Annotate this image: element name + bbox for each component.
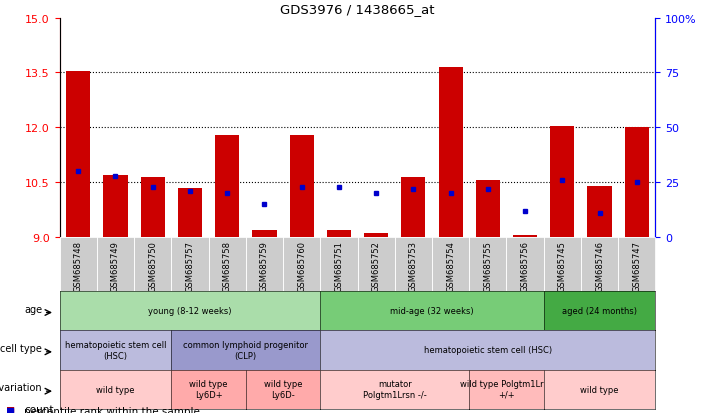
FancyBboxPatch shape [432, 237, 469, 291]
Bar [290, 135, 314, 237]
Bar [252, 230, 276, 237]
Text: young (8-12 weeks): young (8-12 weeks) [148, 306, 231, 315]
FancyBboxPatch shape [506, 237, 544, 291]
FancyBboxPatch shape [581, 237, 618, 291]
Text: age: age [24, 304, 42, 314]
FancyBboxPatch shape [283, 237, 320, 291]
Text: GSM685745: GSM685745 [558, 240, 567, 291]
FancyBboxPatch shape [60, 237, 97, 291]
FancyBboxPatch shape [618, 237, 655, 291]
Bar [178, 188, 202, 237]
Bar [141, 177, 165, 237]
Bar [66, 71, 90, 237]
FancyBboxPatch shape [209, 237, 246, 291]
Text: GSM685751: GSM685751 [334, 240, 343, 291]
Title: GDS3976 / 1438665_at: GDS3976 / 1438665_at [280, 3, 435, 16]
Text: GSM685759: GSM685759 [260, 240, 269, 291]
Bar [364, 234, 388, 237]
Text: cell type: cell type [0, 343, 42, 353]
Text: GSM685747: GSM685747 [632, 240, 641, 291]
Text: mid-age (32 weeks): mid-age (32 weeks) [390, 306, 474, 315]
FancyBboxPatch shape [320, 237, 358, 291]
Bar [327, 230, 351, 237]
Text: hematopoietic stem cell (HSC): hematopoietic stem cell (HSC) [424, 346, 552, 354]
FancyBboxPatch shape [395, 237, 432, 291]
Bar [513, 236, 537, 237]
Bar [103, 176, 128, 237]
Text: aged (24 months): aged (24 months) [562, 306, 637, 315]
Text: count: count [25, 404, 54, 413]
Text: genotype/variation: genotype/variation [0, 382, 42, 392]
Text: GSM685757: GSM685757 [186, 240, 194, 291]
Text: GSM685749: GSM685749 [111, 240, 120, 291]
FancyBboxPatch shape [246, 237, 283, 291]
Text: wild type Polgtm1Lrsn
+/+: wild type Polgtm1Lrsn +/+ [460, 380, 553, 399]
FancyBboxPatch shape [134, 237, 171, 291]
Text: GSM685755: GSM685755 [484, 240, 492, 291]
Text: GSM685746: GSM685746 [595, 240, 604, 291]
Bar [476, 181, 500, 237]
Bar [587, 186, 612, 237]
Text: GSM685748: GSM685748 [74, 240, 83, 291]
Text: GSM685753: GSM685753 [409, 240, 418, 291]
Text: hematopoietic stem cell
(HSC): hematopoietic stem cell (HSC) [64, 340, 166, 360]
FancyBboxPatch shape [171, 237, 209, 291]
Text: wild type
Ly6D+: wild type Ly6D+ [189, 380, 228, 399]
Bar [215, 135, 239, 237]
FancyBboxPatch shape [358, 237, 395, 291]
Text: wild type: wild type [96, 385, 135, 394]
Text: GSM685752: GSM685752 [372, 240, 381, 291]
Text: GSM685756: GSM685756 [521, 240, 529, 291]
Text: wild type
Ly6D-: wild type Ly6D- [264, 380, 302, 399]
Text: wild type: wild type [580, 385, 619, 394]
Text: common lymphoid progenitor
(CLP): common lymphoid progenitor (CLP) [183, 340, 308, 360]
Bar [439, 68, 463, 237]
Bar [550, 126, 574, 237]
FancyBboxPatch shape [469, 237, 506, 291]
FancyBboxPatch shape [544, 237, 581, 291]
Text: GSM685754: GSM685754 [446, 240, 455, 291]
Bar [625, 128, 649, 237]
Text: mutator
Polgtm1Lrsn -/-: mutator Polgtm1Lrsn -/- [363, 380, 427, 399]
Text: GSM685750: GSM685750 [148, 240, 157, 291]
Text: GSM685760: GSM685760 [297, 240, 306, 291]
Text: percentile rank within the sample: percentile rank within the sample [25, 406, 200, 413]
FancyBboxPatch shape [97, 237, 134, 291]
Bar [401, 177, 426, 237]
Text: GSM685758: GSM685758 [223, 240, 231, 291]
